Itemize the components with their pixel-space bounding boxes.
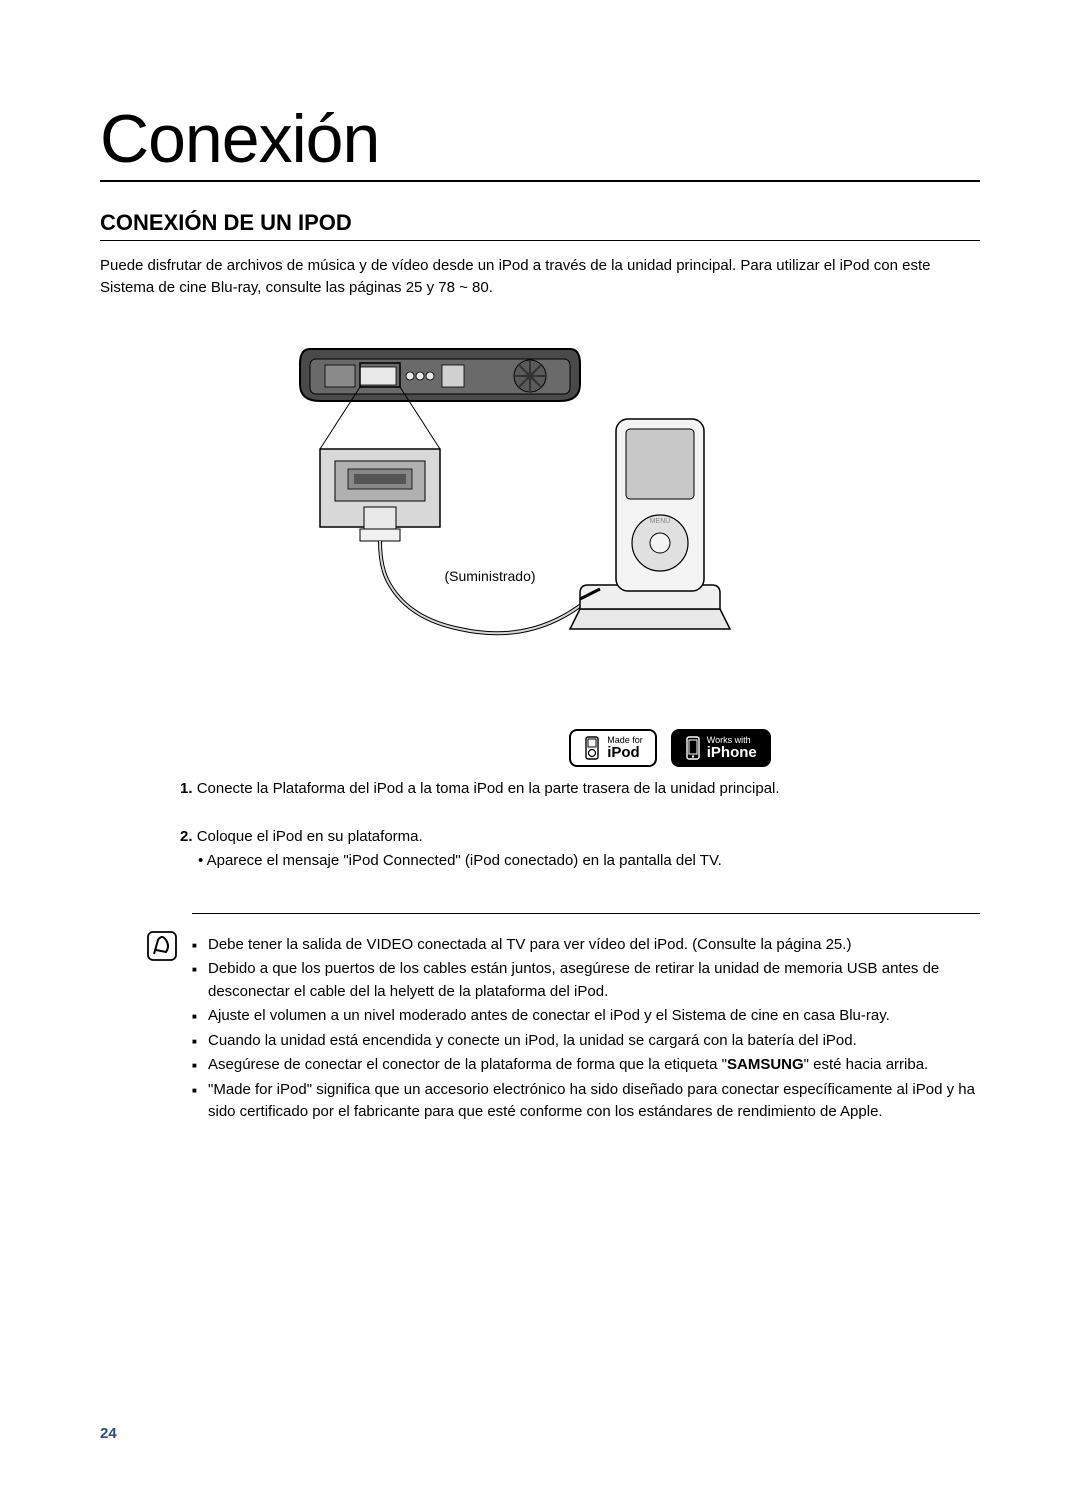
step-text: Conecte la Plataforma del iPod a la toma… [197, 780, 780, 797]
note-item: "Made for iPod" significa que un accesor… [192, 1079, 980, 1124]
note-item: Ajuste el volumen a un nivel moderado an… [192, 1005, 980, 1028]
steps-list: 1. Conecte la Plataforma del iPod a la t… [180, 777, 980, 873]
svg-text:MENU: MENU [650, 518, 671, 525]
badge-bottom: iPod [607, 745, 643, 760]
note-item: Asegúrese de conectar el conector de la … [192, 1054, 980, 1077]
made-for-ipod-badge: Made for iPod [569, 729, 657, 767]
note-item: Cuando la unidad está encendida y conect… [192, 1030, 980, 1053]
step-2: 2. Coloque el iPod en su plataforma. • A… [180, 825, 980, 873]
page-title: Conexión [100, 100, 980, 182]
iphone-badge-icon [685, 736, 701, 760]
note-item: Debido a que los puertos de los cables e… [192, 958, 980, 1003]
step-number: 1. [180, 780, 193, 797]
page-number: 24 [100, 1425, 117, 1442]
step-1: 1. Conecte la Plataforma del iPod a la t… [180, 777, 980, 801]
ipod-badge-icon [583, 736, 601, 760]
section-heading: CONEXIÓN DE UN IPOD [100, 210, 980, 241]
compatibility-badges: Made for iPod Works with iPhone [360, 729, 980, 767]
intro-text: Puede disfrutar de archivos de música y … [100, 255, 980, 299]
note-box: Debe tener la salida de VIDEO conectada … [192, 913, 980, 1126]
step-sub-bullet: • Aparece el mensaje "iPod Connected" (i… [198, 849, 980, 873]
connection-diagram: (Suministrado) MENU [100, 329, 980, 689]
step-text: Coloque el iPod en su plataforma. [197, 828, 423, 845]
note-list: Debe tener la salida de VIDEO conectada … [192, 934, 980, 1126]
works-with-iphone-badge: Works with iPhone [671, 729, 771, 767]
note-item: Debe tener la salida de VIDEO conectada … [192, 934, 980, 957]
badge-bottom: iPhone [707, 745, 757, 760]
cable-label: (Suministrado) [444, 568, 535, 584]
step-number: 2. [180, 828, 193, 845]
note-icon [146, 930, 178, 962]
